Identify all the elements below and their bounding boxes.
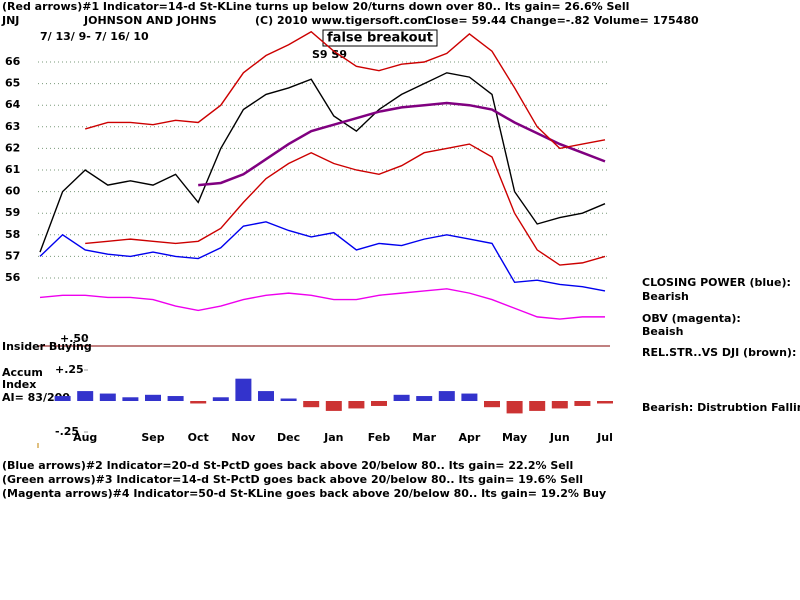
y-tick-label: -.25 (55, 425, 79, 438)
x-tick-label: Nov (231, 431, 256, 444)
x-tick-label: Feb (368, 431, 391, 444)
series-line (39, 72, 606, 253)
series-line (39, 288, 605, 320)
annotation: S9 S9 (312, 48, 347, 61)
x-tick-label: Dec (277, 431, 300, 444)
bar (348, 401, 365, 409)
bar (371, 401, 387, 406)
y-tick-label: 59 (5, 206, 20, 219)
bar (393, 394, 410, 401)
series-line (85, 143, 606, 266)
bar (325, 401, 342, 411)
bar (506, 401, 523, 414)
x-tick-label: Sep (141, 431, 164, 444)
y-tick-label: 62 (5, 141, 20, 154)
footer-note: (Magenta arrows)#4 Indicator=50-d St-KLi… (2, 487, 606, 500)
side-note: CLOSING POWER (blue): (642, 276, 791, 289)
footer-note: (Blue arrows)#2 Indicator=20-d St-PctD g… (2, 459, 573, 472)
bar (438, 391, 455, 401)
ticker: JNJ (1, 14, 19, 27)
panel-label: AI= 83/200 (2, 391, 70, 404)
x-tick-label: May (502, 431, 527, 444)
bar (529, 401, 546, 411)
bar (551, 401, 568, 409)
date-range: 7/ 13/ 9- 7/ 16/ 10 (40, 30, 149, 43)
bar (235, 378, 252, 401)
series-line (85, 30, 606, 150)
annotation-box (322, 29, 438, 47)
x-tick-label: Jun (549, 431, 570, 444)
bar (258, 391, 274, 401)
y-tick-label: 64 (5, 98, 21, 111)
bar (461, 393, 478, 401)
side-note: Bearish: Distrubtion Falling. (642, 401, 800, 414)
y-tick-label: 58 (5, 228, 20, 241)
y-tick-label: 63 (5, 120, 20, 133)
bar (122, 397, 139, 401)
bar (574, 401, 591, 406)
y-tick-label: 65 (5, 77, 20, 90)
chart-title: (Red arrows)#1 Indicator=14-d St-KLine t… (2, 0, 629, 13)
bar (597, 401, 613, 404)
bar (303, 401, 320, 408)
footer-note: (Green arrows)#3 Indicator=14-d St-PctD … (2, 473, 583, 486)
copyright: (C) 2010 www.tigersoft.com (255, 14, 429, 27)
bar (416, 396, 433, 401)
y-tick-label: +.50 (60, 332, 89, 345)
x-tick-label: Apr (458, 431, 480, 444)
bar (54, 396, 71, 401)
bar (280, 398, 297, 401)
bar (167, 396, 184, 401)
y-tick-label: 56 (5, 271, 21, 284)
y-tick-label: 57 (5, 249, 20, 262)
bar (145, 394, 161, 401)
x-tick-label: Jan (323, 431, 343, 444)
bar (77, 391, 94, 401)
side-note: OBV (magenta): (642, 312, 741, 325)
panel-subtitle: Index (2, 378, 36, 391)
side-note: REL.STR..VS DJI (brown): (642, 346, 796, 359)
x-tick-label: Aug (73, 431, 97, 444)
y-tick-label: 66 (5, 55, 21, 68)
side-note: Bearish (642, 290, 689, 303)
y-tick-label: 61 (5, 163, 20, 176)
bar (190, 401, 207, 404)
x-tick-label: Oct (188, 431, 209, 444)
company: JOHNSON AND JOHNS (83, 14, 217, 27)
side-note: Beaish (642, 325, 683, 338)
bar (99, 393, 116, 401)
series-line (198, 101, 606, 187)
x-tick-label: Jul (596, 431, 613, 444)
y-tick-label: +.25 (55, 363, 84, 376)
caption: Insider Buying (2, 340, 92, 353)
bar (212, 397, 229, 401)
annotation: false breakout (327, 31, 433, 46)
x-tick-label: Mar (412, 431, 436, 444)
series-line (39, 221, 606, 292)
quote: Close= 59.44 Change=-.82 Volume= 175480 (425, 14, 699, 27)
y-tick-label: 60 (5, 185, 21, 198)
bar (484, 401, 500, 408)
panel-title: Accum (2, 366, 43, 379)
